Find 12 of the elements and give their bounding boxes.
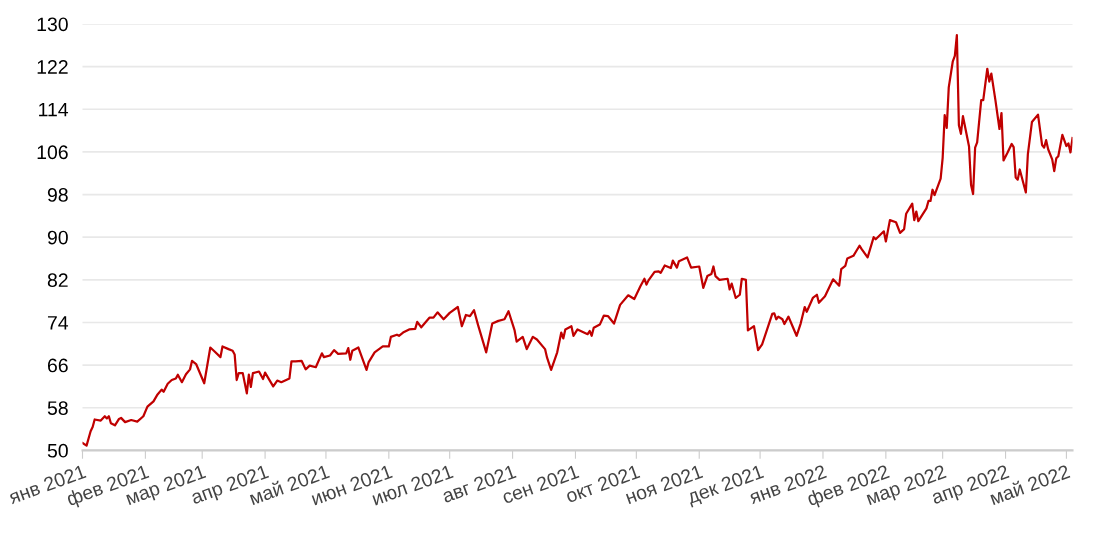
y-tick-label: 114	[39, 102, 69, 117]
y-tick-label: 74	[47, 316, 69, 330]
y-tick-label: 98	[47, 188, 68, 202]
y-tick-label: 50	[47, 443, 68, 458]
line-series	[82, 34, 1073, 447]
y-tick-label: 122	[37, 60, 68, 74]
y-tick-label: 58	[47, 401, 68, 415]
y-tick-label: 106	[37, 145, 68, 160]
y-tick-label: 130	[37, 17, 68, 32]
y-tick-label: 82	[47, 273, 68, 288]
y-tick-label: 90	[47, 230, 68, 245]
y-tick-label: 66	[47, 358, 68, 373]
